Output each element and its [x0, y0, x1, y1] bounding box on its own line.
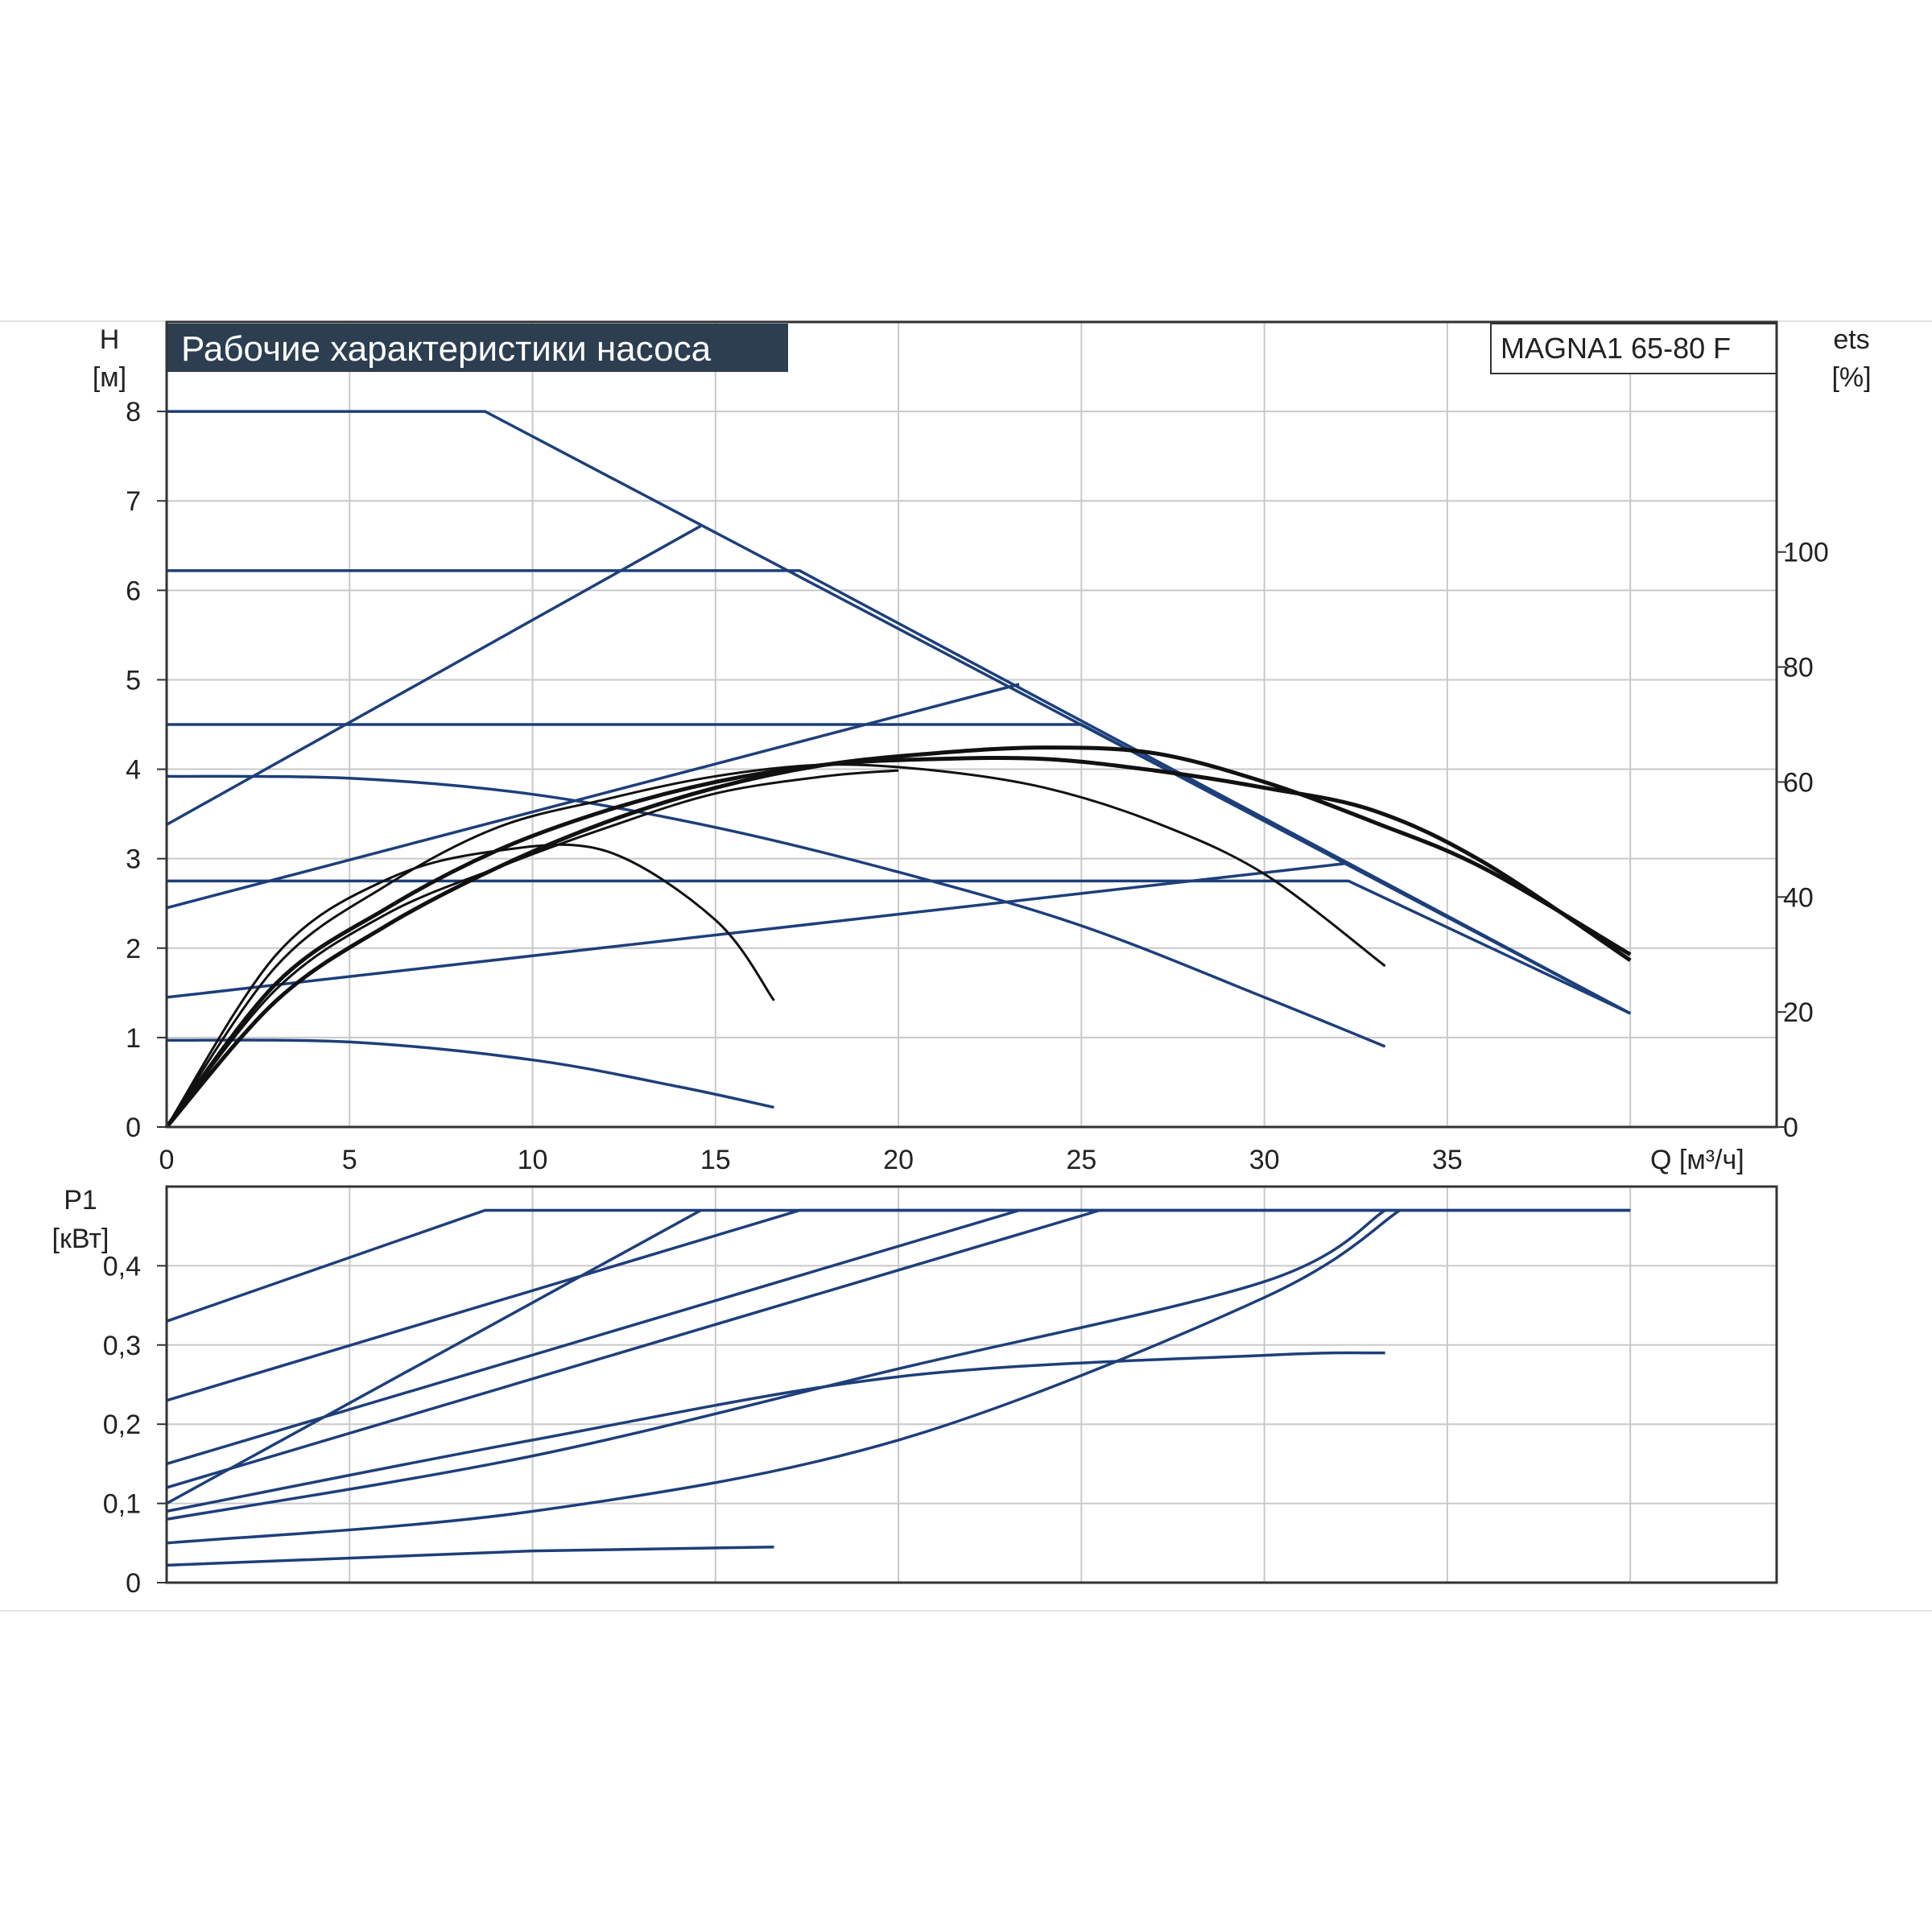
- model-box: [1490, 323, 1777, 374]
- y-tick-label-head: 2: [126, 934, 141, 964]
- chart-title: Рабочие характеристики насоса: [181, 329, 712, 369]
- head-curves: [166, 410, 1632, 1109]
- y-tick-label-head: 1: [126, 1023, 141, 1054]
- power-curve: [166, 1209, 1401, 1545]
- y-axis-label-head: H: [100, 324, 120, 355]
- x-tick-label: 10: [518, 1145, 548, 1175]
- efficiency-curve: [165, 745, 1632, 1129]
- y-tick-label-efficiency: 40: [1783, 882, 1814, 913]
- power-curve: [166, 1208, 1631, 1402]
- y-tick-label-power: 0,2: [103, 1410, 141, 1440]
- power-curve: [166, 1208, 1386, 1521]
- efficiency-curve: [165, 763, 1386, 1128]
- y-tick-label-head: 7: [126, 486, 141, 517]
- y-tick-label-efficiency: 60: [1783, 767, 1814, 798]
- y-tick-label-efficiency: 20: [1783, 997, 1814, 1028]
- y-axis-label-efficiency: ets: [1833, 324, 1869, 355]
- power-curve: [166, 1208, 702, 1505]
- power-plot-frame: [165, 1185, 1778, 1584]
- power-curve: [166, 1545, 774, 1567]
- x-tick-label: 0: [159, 1145, 175, 1175]
- y-tick-label-power: 0,4: [103, 1251, 141, 1282]
- y-tick-label-power: 0,1: [103, 1489, 141, 1520]
- y-tick-label-head: 0: [126, 1113, 141, 1143]
- y-tick-label-head: 5: [126, 665, 141, 696]
- y-tick-label-head: 4: [126, 755, 141, 786]
- power-grid: [167, 1187, 1777, 1583]
- x-tick-label: 25: [1066, 1145, 1096, 1175]
- power-curve: [166, 1351, 1385, 1513]
- x-tick-label: 30: [1249, 1145, 1280, 1175]
- head-curve: [166, 774, 1386, 1048]
- power-curve: [166, 1208, 1020, 1466]
- y-tick-label-head: 6: [126, 576, 141, 606]
- x-tick-label: 15: [700, 1145, 731, 1175]
- y-tick-label-power: 0,3: [103, 1331, 141, 1361]
- title-background: [167, 324, 788, 372]
- y-axis-label-power: P1: [64, 1185, 97, 1216]
- y-tick-label-head: 3: [126, 844, 141, 875]
- x-tick-label: 35: [1432, 1145, 1463, 1175]
- power-curves: [166, 1208, 1631, 1567]
- head-curve: [166, 1038, 774, 1109]
- y-tick-label-head: 8: [126, 397, 141, 427]
- head-curve: [167, 569, 1632, 1015]
- head-curve: [166, 861, 1349, 999]
- y-axis-unit-power: [кВт]: [52, 1224, 109, 1254]
- efficiency-curve: [165, 843, 775, 1128]
- y-axis-unit-head: [м]: [93, 362, 126, 393]
- power-curve: [166, 1208, 1100, 1489]
- y-tick-label-efficiency: 0: [1783, 1113, 1798, 1143]
- head-curve: [166, 524, 702, 826]
- x-tick-label: 20: [883, 1145, 914, 1175]
- x-tick-label: 5: [342, 1145, 357, 1175]
- head-curve: [166, 683, 1020, 910]
- page-bottom-divider: [0, 1610, 1932, 1612]
- x-axis-label: Q [м³/ч]: [1650, 1145, 1744, 1175]
- head-plot-frame: [165, 320, 1778, 1129]
- y-tick-label-power: 0: [126, 1568, 141, 1599]
- y-tick-label-efficiency: 100: [1783, 538, 1829, 568]
- y-tick-label-efficiency: 80: [1783, 653, 1814, 683]
- model-label: MAGNA1 65-80 F: [1501, 332, 1731, 365]
- efficiency-curves: [165, 745, 1632, 1129]
- head-curve: [167, 879, 1631, 1015]
- efficiency-curve: [165, 769, 899, 1128]
- head-curve: [167, 723, 1632, 1015]
- power-tick-labels: 0 0,1 0,2 0,3 0,4: [103, 1251, 167, 1599]
- y-axis-unit-efficiency: [%]: [1831, 362, 1871, 393]
